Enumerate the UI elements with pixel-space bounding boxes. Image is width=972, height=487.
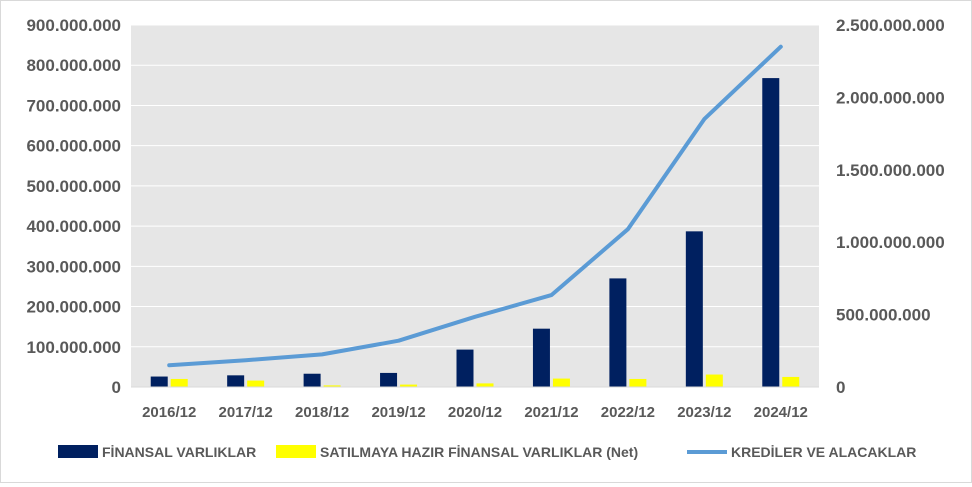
left-tick-label: 300.000.000 [26, 257, 121, 276]
bar-finansal-varliklar-2024-12 [762, 78, 780, 388]
bar-finansal-varliklar-2019-12 [380, 372, 398, 387]
x-tick-label: 2024/12 [754, 404, 808, 421]
x-tick-label: 2023/12 [677, 404, 731, 421]
left-tick-label: 800.000.000 [26, 56, 121, 75]
x-tick-label: 2017/12 [219, 404, 273, 421]
x-axis: 2016/12 2017/12 2018/12 2019/12 2020/12 2021/… [131, 386, 819, 421]
x-tick-label: 2021/12 [524, 404, 578, 421]
legend-swatch [58, 445, 98, 458]
x-tick-label: 2019/12 [371, 404, 425, 421]
bar-satilmaya-hazir-2024-12 [782, 376, 800, 387]
bar-finansal-varliklar-2020-12 [456, 349, 474, 387]
left-tick-label: 200.000.000 [26, 298, 121, 317]
bar-finansal-varliklar-2016-12 [150, 376, 168, 387]
bar-satilmaya-hazir-2023-12 [705, 374, 723, 387]
right-tick-label: 1.500.000.000 [836, 161, 945, 180]
legend: FİNANSAL VARLIKLAR SATILMAYA HAZIR FİNANS… [58, 444, 916, 460]
left-tick-label: 900.000.000 [26, 16, 121, 35]
x-tick-label: 2018/12 [295, 404, 349, 421]
x-tick-label: 2016/12 [142, 404, 196, 421]
gridlines [131, 24, 819, 348]
x-tick-label: 2020/12 [448, 404, 502, 421]
right-tick-label: 2.500.000.000 [836, 16, 945, 35]
bar-satilmaya-hazir-2017-12 [247, 380, 265, 387]
legend-swatch [276, 445, 316, 458]
left-tick-label: 100.000.000 [26, 338, 121, 357]
line-series [167, 44, 783, 368]
bar-finansal-varliklar-2017-12 [227, 375, 245, 387]
right-tick-label: 2.000.000.000 [836, 88, 945, 107]
right-axis: 0 500.000.000 1.000.000.000 1.500.000.000 2.… [836, 16, 945, 397]
bar-finansal-varliklar-2018-12 [303, 373, 321, 387]
bar-satilmaya-hazir-2016-12 [170, 378, 188, 387]
right-tick-label: 0 [836, 378, 845, 397]
line-krediler-ve-alacaklar [167, 44, 783, 368]
right-tick-label: 500.000.000 [836, 306, 931, 325]
left-tick-label: 600.000.000 [26, 137, 121, 156]
bar-satilmaya-hazir-2022-12 [629, 378, 647, 387]
bar-finansal-varliklar-2022-12 [609, 278, 627, 387]
left-tick-label: 500.000.000 [26, 177, 121, 196]
left-axis: 0 100.000.000 200.000.000 300.000.000 400.00… [26, 16, 121, 397]
right-tick-label: 1.000.000.000 [836, 233, 945, 252]
bar-finansal-varliklar-2021-12 [532, 328, 550, 387]
legend-label: KREDİLER VE ALACAKLAR [731, 444, 916, 460]
bar-satilmaya-hazir-2021-12 [552, 378, 570, 387]
bar-satilmaya-hazir-2019-12 [400, 384, 418, 387]
left-tick-label: 0 [112, 378, 121, 397]
bar-satilmaya-hazir-2020-12 [476, 383, 494, 387]
legend-label: FİNANSAL VARLIKLAR [102, 444, 256, 460]
bar-finansal-varliklar-2023-12 [685, 231, 703, 387]
legend-label: SATILMAYA HAZIR FİNANSAL VARLIKLAR (Net) [320, 444, 638, 460]
left-tick-label: 400.000.000 [26, 217, 121, 236]
plot-area [131, 25, 819, 387]
x-tick-label: 2022/12 [601, 404, 655, 421]
left-tick-label: 700.000.000 [26, 96, 121, 115]
bars [150, 78, 800, 388]
bar-satilmaya-hazir-2018-12 [323, 385, 341, 387]
